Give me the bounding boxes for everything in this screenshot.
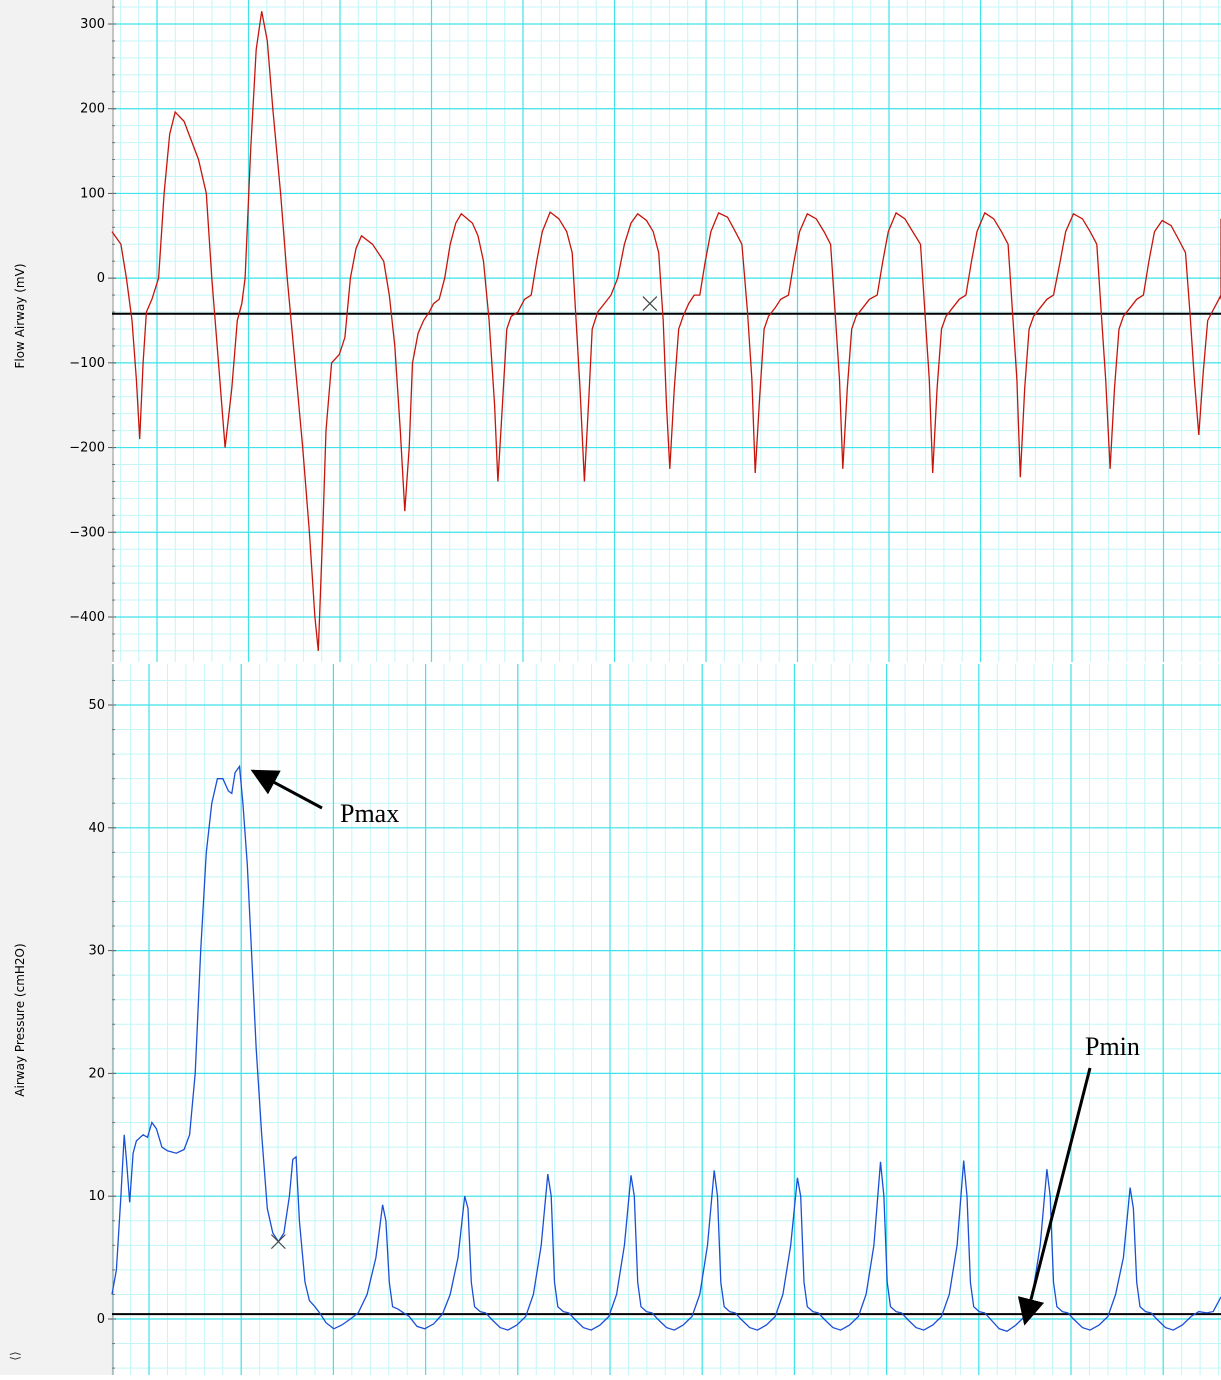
flow-y-tick-label: 300 (80, 17, 105, 32)
flow-y-axis-label: Flow Airway (mV) (13, 263, 27, 368)
press-y-tick-label: 20 (88, 1066, 105, 1081)
flow-y-tick-label: −100 (69, 356, 105, 371)
airway-pressure-panel: 50 40 30 20 10 0 Airway Pressure (cmH2O) (13, 664, 1221, 1375)
pressure-cursor-marker[interactable] (270, 1234, 286, 1250)
flow-y-tick-label: −200 (69, 441, 105, 456)
pressure-y-axis: 50 40 30 20 10 0 (88, 664, 116, 1375)
pmin-label: Pmin (1085, 1032, 1140, 1061)
press-y-tick-label: 30 (88, 944, 105, 959)
press-y-tick-label: 10 (88, 1189, 105, 1204)
pmin-arrow (1017, 1067, 1092, 1326)
pressure-y-axis-label: Airway Pressure (cmH2O) (13, 943, 27, 1096)
pmax-label: Pmax (340, 799, 399, 828)
flow-y-tick-label: 200 (80, 102, 105, 117)
flow-y-tick-label: 0 (97, 271, 105, 286)
flow-airway-panel: 300 200 100 0 −100 −200 −300 −400 Flow Airway (… (13, 0, 1221, 662)
sidebar (0, 0, 112, 1375)
flow-cursor-marker[interactable] (642, 296, 658, 311)
flow-y-tick-label: 100 (80, 186, 105, 201)
flow-airway-trace (111, 11, 1221, 651)
flow-marker-stroke (642, 296, 658, 311)
press-marker-stroke (270, 1234, 286, 1250)
flow-y-axis: 300 200 100 0 −100 −200 −300 −400 (69, 0, 116, 662)
flow-y-tick-label: −300 (69, 525, 105, 540)
pmax-arrow (250, 769, 323, 810)
flow-y-tick-label: −400 (69, 610, 105, 625)
press-y-tick-label: 0 (97, 1312, 105, 1327)
press-y-tick-label: 40 (88, 821, 105, 836)
press-y-tick-label: 50 (88, 698, 105, 713)
scroll-nav-button[interactable]: ⟨⟩ (8, 1351, 22, 1360)
flow-grid (112, 0, 1221, 662)
